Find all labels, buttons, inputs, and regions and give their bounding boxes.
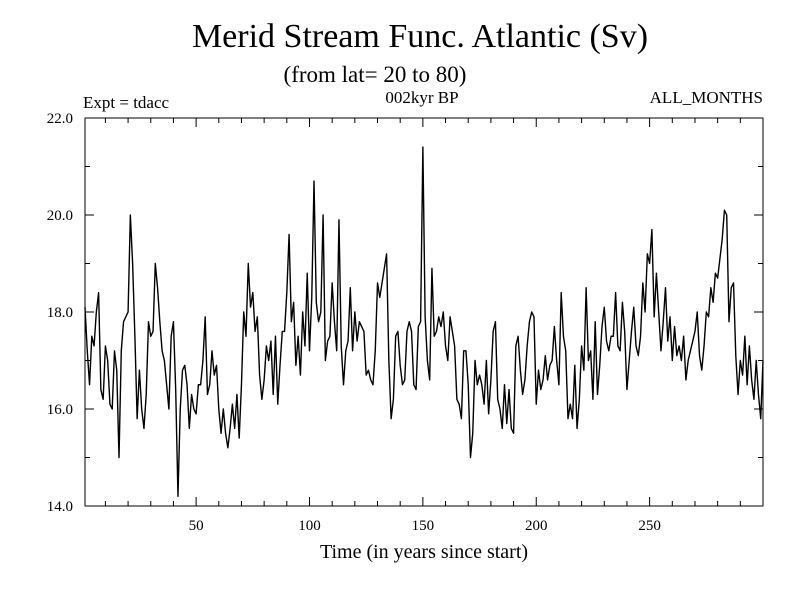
- axis-tick-labels: 14.0 16.0 18.0 20.0 22.0 50 100 150 200 250: [47, 111, 661, 534]
- y-tick-label: 18.0: [47, 305, 73, 321]
- plot-frame: [84, 117, 764, 507]
- period-label: 002kyr BP: [385, 88, 458, 107]
- series-line: [84, 146, 764, 497]
- chart-subtitle: (from lat= 20 to 80): [284, 62, 467, 87]
- y-tick-label: 20.0: [47, 208, 73, 224]
- x-tick-label: 150: [412, 518, 435, 534]
- months-label: ALL_MONTHS: [650, 88, 763, 107]
- chart-title: Merid Stream Func. Atlantic (Sv): [192, 18, 648, 55]
- axis-ticks: [85, 117, 764, 507]
- y-tick-label: 14.0: [47, 499, 73, 515]
- experiment-label: Expt = tdacc: [83, 93, 170, 112]
- y-tick-label: 22.0: [47, 111, 73, 127]
- x-tick-label: 50: [189, 518, 204, 534]
- x-axis-label: Time (in years since start): [320, 541, 528, 563]
- x-tick-label: 250: [638, 518, 661, 534]
- y-tick-label: 16.0: [47, 402, 73, 418]
- x-tick-label: 200: [525, 518, 548, 534]
- x-tick-label: 100: [298, 518, 321, 534]
